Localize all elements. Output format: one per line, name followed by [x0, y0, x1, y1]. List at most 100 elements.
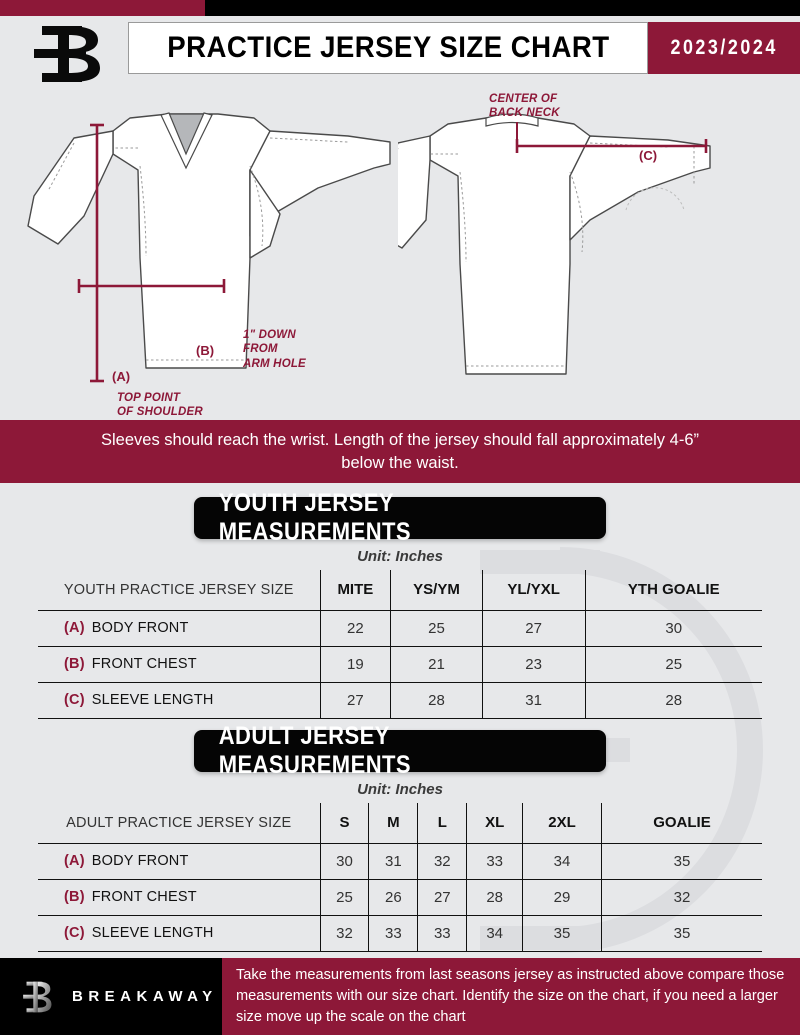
table-header-row: YOUTH PRACTICE JERSEY SIZE MITE YS/YM YL…	[38, 570, 762, 611]
adult-cell-1-1: 26	[368, 878, 419, 916]
adult-section-title: ADULT JERSEY MEASUREMENTS	[218, 722, 412, 779]
adult-cell-1-5: 32	[600, 878, 762, 916]
page-title: PRACTICE JERSEY SIZE CHART	[166, 31, 610, 64]
adult-cell-0-5: 35	[600, 842, 762, 880]
youth-size-col-0: MITE	[319, 570, 392, 611]
adult-cell-1-4: 29	[522, 878, 602, 916]
callout-top-point-of-shoulder: TOP POINT OF SHOULDER	[117, 392, 203, 419]
youth-size-col-2: YL/YXL	[481, 570, 586, 611]
youth-cell-0-2: 27	[481, 609, 586, 647]
youth-cell-2-3: 28	[584, 681, 762, 719]
footer-brand-block: BREAKAWAY	[0, 958, 222, 1035]
adult-size-header: ADULT PRACTICE JERSEY SIZE	[38, 803, 321, 844]
season-year-badge: 2023/2024	[648, 22, 800, 74]
adult-cell-1-3: 28	[466, 878, 524, 916]
season-year-label: 2023/2024	[670, 36, 778, 59]
footer-instructions-block: Take the measurements from last seasons …	[222, 958, 800, 1035]
youth-row-marker-1: (B)	[64, 656, 85, 672]
adult-size-col-4: 2XL	[522, 803, 602, 844]
adult-measurements-table-wrap: ADULT PRACTICE JERSEY SIZE S M L XL 2XL …	[38, 803, 762, 952]
callout-one-inch-down: 1" DOWN FROM ARM HOLE	[243, 329, 306, 370]
sizing-note-text: Sleeves should reach the wrist. Length o…	[101, 431, 699, 472]
youth-measurements-table-wrap: YOUTH PRACTICE JERSEY SIZE MITE YS/YM YL…	[38, 570, 762, 719]
adult-measurements-table: ADULT PRACTICE JERSEY SIZE S M L XL 2XL …	[38, 803, 762, 952]
youth-cell-0-1: 25	[390, 609, 483, 647]
youth-cell-2-2: 31	[481, 681, 586, 719]
adult-cell-1-0: 25	[319, 878, 370, 916]
adult-cell-2-3: 34	[466, 914, 524, 952]
table-row: (A) BODY FRONT 22 25 27 30	[38, 609, 762, 647]
callout-center-of-back-neck: CENTER OF BACK NECK	[489, 93, 560, 120]
youth-row-name-0: BODY FRONT	[91, 620, 189, 636]
adult-cell-2-1: 33	[368, 914, 419, 952]
adult-row-name-2: SLEEVE LENGTH	[91, 925, 214, 941]
adult-cell-0-3: 33	[466, 842, 524, 880]
youth-row-label-1: (B) FRONT CHEST	[38, 645, 321, 683]
youth-row-label-2: (C) SLEEVE LENGTH	[38, 681, 321, 719]
sizing-note-band: Sleeves should reach the wrist. Length o…	[0, 420, 800, 483]
adult-row-label-1: (B) FRONT CHEST	[38, 878, 321, 916]
youth-row-marker-0: (A)	[64, 620, 85, 636]
youth-cell-2-0: 27	[319, 681, 392, 719]
adult-section-badge: ADULT JERSEY MEASUREMENTS	[194, 722, 606, 779]
adult-row-label-2: (C) SLEEVE LENGTH	[38, 914, 321, 952]
footer-instructions-text: Take the measurements from last seasons …	[236, 967, 785, 1025]
adult-cell-0-4: 34	[522, 842, 602, 880]
adult-cell-1-2: 27	[417, 878, 468, 916]
front-jersey-diagram	[27, 112, 391, 383]
jersey-illustrations: (B) (A) 1" DOWN FROM ARM HOLE TOP POINT …	[0, 88, 800, 418]
table-row: (B) FRONT CHEST 25 26 27 28 29 32	[38, 878, 762, 916]
table-row: (A) BODY FRONT 30 31 32 33 34 35	[38, 842, 762, 880]
breakaway-b-logo-icon	[23, 981, 52, 1012]
adult-cell-0-2: 32	[417, 842, 468, 880]
adult-row-name-1: FRONT CHEST	[91, 889, 197, 905]
youth-cell-2-1: 28	[390, 681, 483, 719]
youth-row-name-2: SLEEVE LENGTH	[91, 692, 214, 708]
header-band-maroon	[0, 0, 205, 16]
youth-size-col-1: YS/YM	[390, 570, 483, 611]
adult-size-col-0: S	[319, 803, 370, 844]
header: PRACTICE JERSEY SIZE CHART 2023/2024	[0, 16, 800, 88]
adult-size-col-2: L	[417, 803, 468, 844]
youth-row-label-0: (A) BODY FRONT	[38, 609, 321, 647]
footer-brand-name: BREAKAWAY	[72, 988, 218, 1005]
footer: BREAKAWAY Take the measurements from las…	[0, 958, 800, 1035]
adult-cell-2-2: 33	[417, 914, 468, 952]
youth-cell-1-1: 21	[390, 645, 483, 683]
adult-size-col-1: M	[368, 803, 419, 844]
youth-size-col-3: YTH GOALIE	[584, 570, 762, 611]
youth-measurements-table: YOUTH PRACTICE JERSEY SIZE MITE YS/YM YL…	[38, 570, 762, 719]
youth-unit-label: Unit: Inches	[357, 548, 443, 565]
youth-cell-1-3: 25	[584, 645, 762, 683]
youth-size-header: YOUTH PRACTICE JERSEY SIZE	[38, 570, 321, 611]
header-band-black	[205, 0, 800, 16]
adult-cell-2-0: 32	[319, 914, 370, 952]
adult-row-marker-1: (B)	[64, 889, 85, 905]
youth-cell-0-3: 30	[584, 609, 762, 647]
marker-a-front: (A)	[112, 369, 131, 384]
youth-cell-1-0: 19	[319, 645, 392, 683]
page-title-box: PRACTICE JERSEY SIZE CHART	[128, 22, 648, 74]
breakaway-b-logo-icon	[20, 18, 120, 88]
adult-row-name-0: BODY FRONT	[91, 853, 189, 869]
youth-row-marker-2: (C)	[64, 692, 85, 708]
youth-cell-1-2: 23	[481, 645, 586, 683]
adult-cell-0-0: 30	[319, 842, 370, 880]
table-row: (C) SLEEVE LENGTH 27 28 31 28	[38, 681, 762, 719]
youth-cell-0-0: 22	[319, 609, 392, 647]
adult-row-label-0: (A) BODY FRONT	[38, 842, 321, 880]
marker-b-front: (B)	[196, 343, 215, 358]
adult-cell-2-4: 35	[522, 914, 602, 952]
adult-unit-label: Unit: Inches	[357, 781, 443, 798]
adult-row-marker-0: (A)	[64, 853, 85, 869]
adult-cell-2-5: 35	[600, 914, 762, 952]
adult-cell-0-1: 31	[368, 842, 419, 880]
back-jersey-diagram	[398, 113, 711, 375]
adult-size-col-5: GOALIE	[600, 803, 762, 844]
table-row: (C) SLEEVE LENGTH 32 33 33 34 35 35	[38, 914, 762, 952]
marker-c-back: (C)	[639, 148, 658, 163]
adult-row-marker-2: (C)	[64, 925, 85, 941]
table-row: (B) FRONT CHEST 19 21 23 25	[38, 645, 762, 683]
table-header-row: ADULT PRACTICE JERSEY SIZE S M L XL 2XL …	[38, 803, 762, 844]
